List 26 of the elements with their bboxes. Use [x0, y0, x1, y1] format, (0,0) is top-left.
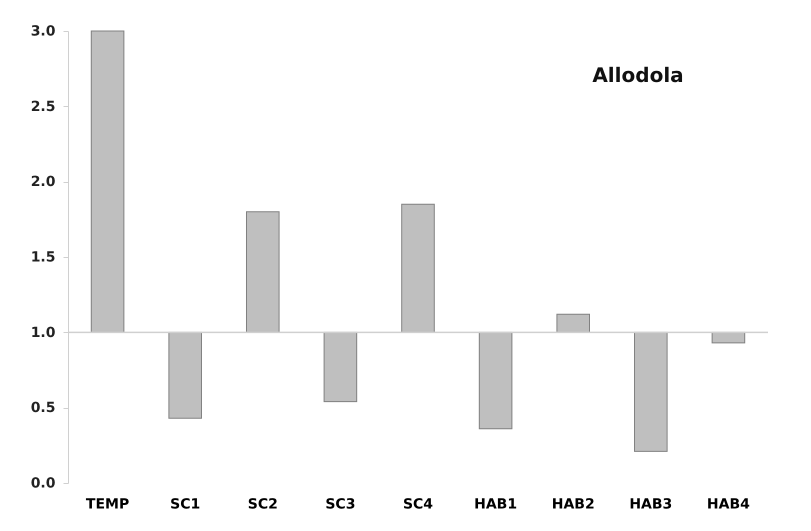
bar	[478, 332, 512, 430]
x-tick-label: HAB1	[474, 496, 518, 512]
bar	[556, 314, 590, 333]
y-tick-label: 1.5	[30, 250, 56, 266]
bar	[712, 332, 746, 344]
bar	[90, 30, 124, 333]
x-tick-label: SC2	[248, 496, 278, 512]
x-tick-label: TEMP	[86, 496, 130, 512]
x-tick-label: SC3	[325, 496, 356, 512]
y-tick-label: 2.5	[30, 98, 56, 115]
bar	[168, 332, 202, 419]
bar	[401, 204, 435, 333]
bar	[324, 332, 358, 402]
text: Allodola	[592, 63, 684, 87]
y-tick-label: 3.0	[30, 24, 56, 40]
x-tick-label: HAB4	[706, 496, 750, 512]
x-tick-label: SC4	[402, 496, 434, 512]
y-tick-label: 0.0	[30, 476, 56, 492]
y-tick-label: 2.0	[30, 174, 56, 190]
x-tick-label: SC1	[170, 496, 200, 512]
x-tick-label: HAB3	[629, 496, 672, 512]
y-tick-label: 0.5	[30, 400, 56, 416]
bar	[634, 332, 668, 452]
x-tick-label: HAB2	[552, 496, 595, 512]
bar	[246, 211, 280, 333]
y-tick-label: 1.0	[30, 324, 56, 341]
